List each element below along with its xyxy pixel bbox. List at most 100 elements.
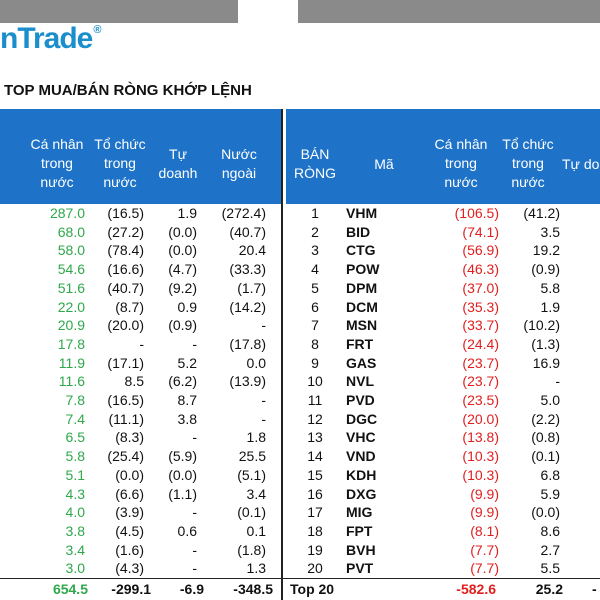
institution-domestic-cell: - bbox=[139, 335, 144, 352]
institution-domestic-cell: 6.8 bbox=[540, 466, 560, 483]
table-row: 4 POW (46.3) (0.9) bbox=[286, 260, 600, 279]
institution-domestic-cell: 5.0 bbox=[540, 392, 560, 408]
institution-domestic-cell: 5.9 bbox=[540, 485, 560, 502]
proprietary-cell: 5.2 bbox=[177, 354, 197, 371]
header-net-sell: BÁN RÒNG bbox=[294, 146, 336, 181]
individual-domestic-cell: (24.4) bbox=[462, 335, 499, 352]
individual-domestic-cell: 7.8 bbox=[65, 392, 85, 408]
institution-domestic-cell: 2.7 bbox=[540, 541, 560, 558]
table-row: 10 NVL (23.7) - bbox=[286, 372, 600, 391]
individual-domestic-cell: (9.9) bbox=[470, 504, 499, 521]
table-row: 22.0 (8.7) 0.9 (14.2) bbox=[0, 298, 281, 317]
table-row: 6.5 (8.3) - 1.8 bbox=[0, 428, 281, 447]
institution-domestic-cell: 5.8 bbox=[540, 279, 560, 296]
individual-domestic-cell: 54.6 bbox=[57, 261, 85, 278]
table-row: 7.8 (16.5) 8.7 - bbox=[0, 391, 281, 410]
individual-domestic-cell: 3.4 bbox=[65, 541, 85, 558]
proprietary-cell: - bbox=[192, 541, 197, 558]
ticker-cell: NVL bbox=[346, 373, 374, 390]
table-row: 7 MSN (33.7) (10.2) bbox=[286, 316, 600, 335]
institution-domestic-cell: (40.7) bbox=[107, 279, 144, 296]
institution-domestic-cell: (0.0) bbox=[531, 504, 560, 521]
rank-cell: 9 bbox=[311, 354, 319, 371]
proprietary-cell: 0.6 bbox=[177, 522, 197, 539]
foreign-cell: (14.2) bbox=[229, 298, 266, 315]
table-row: 68.0 (27.2) (0.0) (40.7) bbox=[0, 223, 281, 242]
rank-cell: 5 bbox=[311, 279, 319, 296]
table-row: 4.0 (3.9) - (0.1) bbox=[0, 503, 281, 522]
ticker-cell: POW bbox=[346, 261, 380, 278]
proprietary-cell: (0.0) bbox=[168, 242, 197, 259]
institution-domestic-cell: (17.1) bbox=[107, 354, 144, 371]
header-institution-domestic: Tổ chức trong nước bbox=[502, 136, 554, 190]
header-individual-domestic: Cá nhân trong nước bbox=[434, 136, 488, 190]
rank-cell: 6 bbox=[311, 298, 319, 315]
ticker-cell: KDH bbox=[346, 466, 377, 483]
institution-domestic-cell: 19.2 bbox=[532, 242, 560, 259]
table-row: 58.0 (78.4) (0.0) 20.4 bbox=[0, 241, 281, 260]
institution-domestic-cell: (16.5) bbox=[107, 392, 144, 408]
proprietary-cell: 3.8 bbox=[177, 410, 197, 427]
proprietary-cell: 0.9 bbox=[177, 298, 197, 315]
individual-domestic-cell: 17.8 bbox=[57, 335, 85, 352]
institution-domestic-cell: (8.3) bbox=[115, 429, 144, 446]
rank-cell: 2 bbox=[311, 223, 319, 240]
individual-domestic-cell: (7.7) bbox=[470, 560, 499, 577]
total-proprietary-sell-partial: - bbox=[592, 581, 597, 597]
ticker-cell: PVD bbox=[346, 392, 375, 408]
table-row: 13 VHC (13.8) (0.8) bbox=[286, 428, 600, 447]
institution-domestic-cell: (78.4) bbox=[107, 242, 144, 259]
individual-domestic-cell: 3.8 bbox=[65, 522, 85, 539]
rank-cell: 16 bbox=[307, 485, 323, 502]
individual-domestic-cell: 7.4 bbox=[65, 410, 85, 427]
institution-domestic-cell: (4.3) bbox=[115, 560, 144, 577]
individual-domestic-cell: (10.3) bbox=[462, 466, 499, 483]
proprietary-cell: (0.9) bbox=[168, 317, 197, 334]
foreign-cell: (272.4) bbox=[221, 205, 266, 221]
rank-cell: 1 bbox=[311, 205, 319, 221]
individual-domestic-cell: 11.9 bbox=[58, 354, 85, 371]
individual-domestic-cell: 11.6 bbox=[58, 373, 85, 390]
ticker-cell: GAS bbox=[346, 354, 377, 371]
registered-mark: ® bbox=[93, 24, 101, 36]
header-proprietary-partial: Tự do bbox=[562, 156, 600, 172]
rank-cell: 20 bbox=[307, 560, 323, 577]
individual-domestic-cell: 6.5 bbox=[65, 429, 85, 446]
brand-logo: nTrade® bbox=[0, 22, 102, 55]
rank-cell: 12 bbox=[307, 410, 323, 427]
institution-domestic-cell: 8.5 bbox=[124, 373, 144, 390]
foreign-cell: - bbox=[261, 410, 266, 427]
institution-domestic-cell: (41.2) bbox=[523, 205, 560, 221]
proprietary-cell: 8.7 bbox=[177, 392, 197, 408]
rank-cell: 15 bbox=[307, 466, 323, 483]
rank-cell: 18 bbox=[307, 522, 323, 539]
individual-domestic-cell: (8.1) bbox=[470, 522, 499, 539]
individual-domestic-cell: 287.0 bbox=[49, 205, 85, 221]
institution-domestic-cell: (0.8) bbox=[531, 429, 560, 446]
institution-domestic-cell: (1.3) bbox=[531, 335, 560, 352]
foreign-cell: 1.8 bbox=[246, 429, 266, 446]
rank-cell: 8 bbox=[311, 335, 319, 352]
individual-domestic-cell: 20.9 bbox=[57, 317, 85, 334]
foreign-cell: 1.3 bbox=[246, 560, 266, 577]
total-proprietary-buy: -6.9 bbox=[179, 581, 204, 597]
individual-domestic-cell: (46.3) bbox=[462, 261, 499, 278]
rank-cell: 10 bbox=[307, 373, 323, 390]
table-row: 54.6 (16.6) (4.7) (33.3) bbox=[0, 260, 281, 279]
table-row: 20.9 (20.0) (0.9) - bbox=[0, 316, 281, 335]
individual-domestic-cell: 68.0 bbox=[57, 223, 85, 240]
rank-cell: 7 bbox=[311, 317, 319, 334]
proprietary-cell: (0.0) bbox=[168, 223, 197, 240]
proprietary-cell: (0.0) bbox=[168, 466, 197, 483]
top-banner bbox=[0, 0, 600, 23]
top-buy-header: Cá nhân trong nước Tổ chức trong nước Tự… bbox=[0, 109, 281, 204]
individual-domestic-cell: (20.0) bbox=[462, 410, 499, 427]
banner-gap bbox=[238, 0, 298, 23]
institution-domestic-cell: (16.5) bbox=[107, 205, 144, 221]
table-row: 5 DPM (37.0) 5.8 bbox=[286, 279, 600, 298]
total-foreign-buy: -348.5 bbox=[233, 581, 273, 597]
ticker-cell: DPM bbox=[346, 279, 378, 296]
page-title: TOP MUA/BÁN RÒNG KHỚP LỆNH bbox=[4, 82, 252, 99]
rank-cell: 3 bbox=[311, 242, 319, 259]
foreign-cell: - bbox=[261, 392, 266, 408]
